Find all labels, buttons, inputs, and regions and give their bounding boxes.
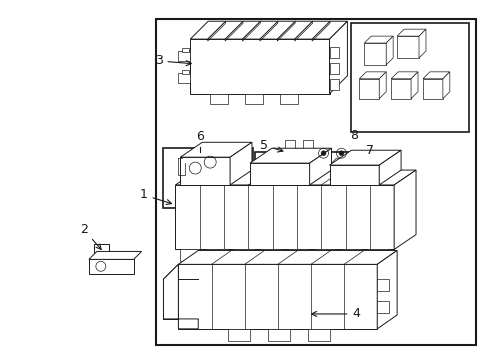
Bar (155, 19, 475, 345)
Bar (286, 162, 302, 197)
Bar (307, 329, 329, 341)
Bar (287, 249, 307, 261)
Bar (341, 249, 361, 261)
Bar (364, 43, 386, 65)
Polygon shape (346, 158, 354, 187)
Polygon shape (390, 72, 417, 79)
Polygon shape (379, 72, 386, 99)
Bar (207, 249, 226, 261)
Polygon shape (89, 260, 133, 274)
Bar (329, 63, 339, 74)
Bar (244, 94, 263, 104)
Text: 7: 7 (366, 144, 373, 157)
Bar (287, 156, 301, 163)
Polygon shape (180, 142, 251, 157)
Bar (238, 160, 247, 167)
Polygon shape (364, 36, 392, 43)
Bar (422, 79, 442, 99)
Bar (376, 279, 388, 291)
Polygon shape (329, 150, 400, 165)
Polygon shape (249, 148, 331, 163)
Polygon shape (418, 29, 425, 58)
Bar (390, 79, 410, 99)
Bar (182, 70, 189, 74)
Bar (359, 79, 379, 99)
Bar (329, 165, 346, 187)
Text: 6: 6 (196, 130, 204, 143)
Bar (279, 94, 297, 104)
Bar (329, 192, 343, 208)
Text: 5: 5 (259, 139, 283, 152)
Bar (254, 152, 362, 224)
Text: 3: 3 (154, 54, 191, 67)
Bar (234, 249, 253, 261)
Bar (283, 148, 296, 166)
Bar (302, 140, 312, 149)
Bar (329, 79, 339, 90)
Bar (210, 94, 227, 104)
Polygon shape (190, 21, 346, 39)
Bar (267, 329, 289, 341)
Bar (284, 140, 294, 149)
Bar (329, 165, 379, 185)
Bar (182, 48, 189, 52)
Polygon shape (329, 158, 354, 165)
Bar (222, 160, 236, 176)
Polygon shape (175, 170, 415, 185)
Bar (329, 47, 339, 58)
Polygon shape (396, 29, 425, 36)
Bar (190, 39, 329, 94)
Bar (178, 264, 376, 329)
Bar (396, 36, 418, 58)
Polygon shape (230, 142, 251, 185)
Polygon shape (329, 21, 346, 94)
Polygon shape (376, 251, 396, 329)
Bar (163, 148, 252, 208)
Polygon shape (386, 36, 392, 65)
Bar (238, 170, 247, 177)
Polygon shape (359, 72, 386, 79)
Polygon shape (393, 170, 415, 249)
Bar (265, 156, 279, 163)
Polygon shape (163, 264, 198, 329)
Polygon shape (422, 72, 449, 79)
Polygon shape (379, 150, 400, 185)
Circle shape (338, 151, 343, 156)
Bar (309, 156, 323, 163)
Bar (178, 73, 190, 83)
Bar (180, 157, 230, 185)
Bar (308, 162, 324, 197)
Bar (376, 301, 388, 313)
Bar (261, 249, 280, 261)
Bar (178, 51, 190, 61)
Bar (314, 249, 334, 261)
Bar (301, 148, 314, 166)
Bar (175, 185, 393, 249)
Polygon shape (94, 244, 108, 260)
Polygon shape (178, 251, 396, 264)
Polygon shape (410, 72, 417, 99)
Bar (351, 23, 468, 132)
Polygon shape (309, 148, 331, 185)
Bar (249, 163, 309, 185)
Text: 8: 8 (350, 129, 358, 142)
Text: 1: 1 (140, 188, 171, 204)
Circle shape (321, 151, 325, 156)
Bar (367, 249, 387, 261)
Polygon shape (89, 251, 142, 260)
Polygon shape (442, 72, 449, 99)
Text: 4: 4 (311, 307, 360, 320)
Bar (227, 329, 249, 341)
Bar (264, 162, 280, 197)
Bar (180, 249, 200, 261)
Text: 2: 2 (80, 223, 101, 249)
